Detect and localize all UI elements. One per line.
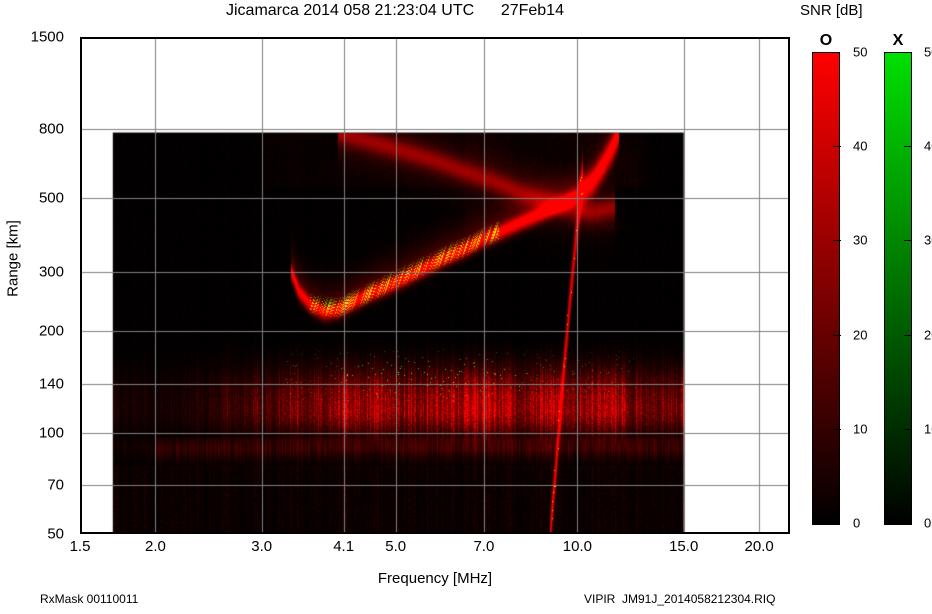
colorbar-tick-40: 40 bbox=[853, 138, 868, 154]
ionogram-plot bbox=[80, 37, 790, 534]
y-tick-300: 300 bbox=[38, 263, 64, 281]
x-tick-labels: 1.5 2.0 3.0 4.1 5.0 7.0 10.0 15.0 20.0 bbox=[0, 538, 932, 560]
colorbar-tick-dash bbox=[833, 428, 841, 430]
colorbar-tick-dash bbox=[833, 240, 841, 242]
y-tick-labels: 1500 800 500 300 200 140 100 70 50 bbox=[0, 29, 74, 543]
x-tick-10.0: 10.0 bbox=[562, 538, 592, 555]
colorbar-tick-dash bbox=[833, 146, 841, 148]
colorbar-tick-20: 20 bbox=[924, 327, 932, 343]
colorbar-tick-dash bbox=[904, 146, 912, 148]
colorbar-tick-30: 30 bbox=[853, 232, 868, 248]
ionogram-canvas bbox=[80, 37, 790, 534]
colorbar-tick-10: 10 bbox=[853, 421, 868, 437]
page-title: Jicamarca 2014 058 21:23:04 UTC 27Feb14 bbox=[226, 2, 564, 19]
colorbar-tick-50: 50 bbox=[853, 44, 868, 60]
colorbar-tick-0: 0 bbox=[853, 515, 861, 531]
y-tick-140: 140 bbox=[38, 375, 64, 393]
x-tick-3.0: 3.0 bbox=[251, 538, 273, 555]
x-tick-4.1: 4.1 bbox=[333, 538, 355, 555]
colorbar-o bbox=[812, 52, 840, 525]
y-tick-1500: 1500 bbox=[30, 28, 64, 46]
colorbar-tick-dash bbox=[904, 334, 912, 336]
x-tick-5.0: 5.0 bbox=[385, 538, 407, 555]
y-tick-500: 500 bbox=[38, 189, 64, 207]
colorbar-x-ticks: 50 40 30 20 10 0 bbox=[904, 45, 932, 531]
x-tick-15.0: 15.0 bbox=[669, 538, 699, 555]
y-tick-200: 200 bbox=[38, 322, 64, 340]
colorbar-tick-0: 0 bbox=[924, 515, 932, 531]
colorbar-tick-20: 20 bbox=[853, 327, 868, 343]
colorbar-tick-30: 30 bbox=[924, 232, 932, 248]
colorbar-tick-dash bbox=[833, 334, 841, 336]
colorbar-tick-50: 50 bbox=[924, 44, 932, 60]
x-axis-label: Frequency [MHz] bbox=[377, 570, 493, 587]
x-tick-2.0: 2.0 bbox=[144, 538, 166, 555]
x-tick-1.5: 1.5 bbox=[69, 538, 91, 555]
y-tick-100: 100 bbox=[38, 424, 64, 442]
x-tick-20.0: 20.0 bbox=[744, 538, 774, 555]
x-tick-7.0: 7.0 bbox=[473, 538, 495, 555]
footer-filename: VIPIR JM91J_2014058212304.RIQ bbox=[584, 592, 776, 606]
colorbar-tick-dash bbox=[904, 428, 912, 430]
colorbar-x-letter: X bbox=[892, 32, 904, 49]
y-tick-70: 70 bbox=[47, 476, 64, 494]
colorbar-o-letter: O bbox=[819, 32, 833, 49]
colorbar-o-ticks: 50 40 30 20 10 0 bbox=[833, 45, 871, 531]
colorbar-tick-40: 40 bbox=[924, 138, 932, 154]
plot-frame bbox=[80, 37, 790, 534]
colorbar-title: SNR [dB] bbox=[800, 2, 863, 19]
y-tick-800: 800 bbox=[38, 120, 64, 138]
colorbar-tick-10: 10 bbox=[924, 421, 932, 437]
footer-rxmask: RxMask 00110011 bbox=[40, 592, 139, 606]
y-tick-50: 50 bbox=[47, 525, 64, 543]
colorbar-tick-dash bbox=[904, 240, 912, 242]
colorbar-x bbox=[884, 52, 912, 525]
